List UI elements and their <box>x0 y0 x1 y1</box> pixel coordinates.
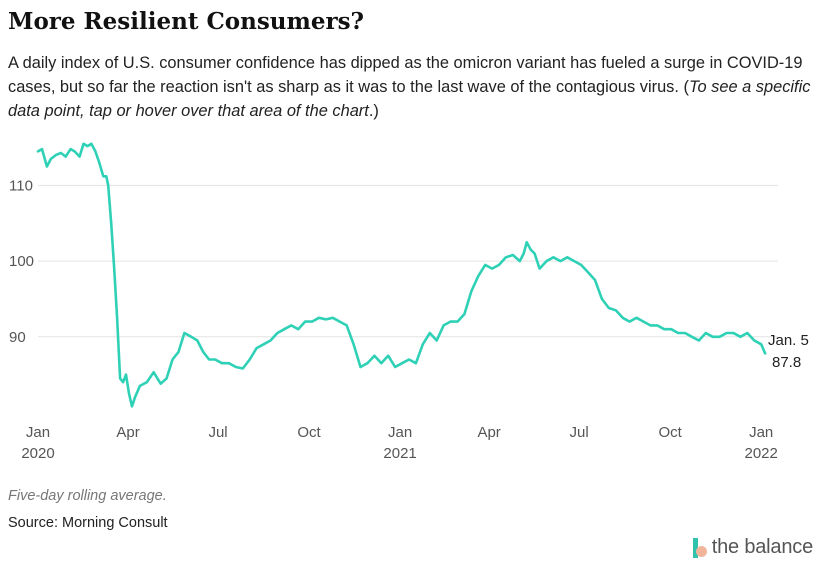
end-value-label: 87.8 <box>772 354 801 371</box>
line-chart[interactable]: 90 100 110 Jan 2020 Apr Jul Oct Jan 2021 Apr Jul Oc… <box>0 0 825 470</box>
brand-mark-icon <box>691 537 707 558</box>
brand-name: the balance <box>711 536 813 558</box>
y-tick-label-110: 110 <box>9 177 33 194</box>
x-tick-label-8-1: 2022 <box>744 445 777 462</box>
x-tick-label-4-0: Jan <box>388 424 412 441</box>
y-axis-ticks: 90 100 110 <box>9 177 34 345</box>
end-annotation: Jan. 5 87.8 <box>768 332 809 371</box>
y-tick-label-90: 90 <box>9 329 26 346</box>
chart-title: More Resilient Consumers? <box>8 8 365 35</box>
x-tick-label-0-1: 2020 <box>21 445 54 462</box>
gridlines <box>38 184 778 338</box>
source-credit: Source: Morning Consult <box>8 515 168 531</box>
footnote: Five-day rolling average. <box>8 488 167 504</box>
x-tick-label-3-0: Oct <box>297 424 321 441</box>
x-tick-label-5-0: Apr <box>477 424 500 441</box>
x-tick-label-6-0: Jul <box>570 424 589 441</box>
x-tick-label-2-0: Jul <box>208 424 227 441</box>
x-tick-label-1-0: Apr <box>116 424 139 441</box>
y-tick-label-100: 100 <box>9 253 34 270</box>
brand-logo: the balance <box>691 536 813 559</box>
x-tick-label-7-0: Oct <box>658 424 682 441</box>
hover-instruction: To see a specific data point, tap or hov… <box>8 78 811 120</box>
x-tick-label-8-0: Jan <box>749 424 773 441</box>
end-date-label: Jan. 5 <box>768 332 809 349</box>
x-tick-label-4-1: 2021 <box>383 445 416 462</box>
chart-subtitle: A daily index of U.S. consumer confidenc… <box>8 54 811 120</box>
x-tick-label-0-0: Jan <box>26 424 50 441</box>
series-line-consumer-confidence[interactable] <box>36 142 767 408</box>
x-axis-ticks: Jan 2020 Apr Jul Oct Jan 2021 Apr Jul Oct Jan 2022 <box>21 424 778 462</box>
